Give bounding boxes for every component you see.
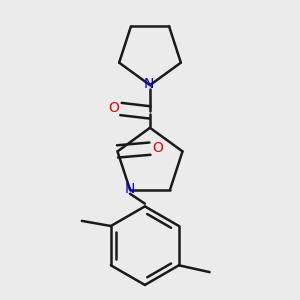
Text: O: O [109, 101, 120, 115]
Text: N: N [125, 182, 135, 196]
Text: O: O [152, 141, 163, 155]
Text: N: N [144, 77, 154, 92]
